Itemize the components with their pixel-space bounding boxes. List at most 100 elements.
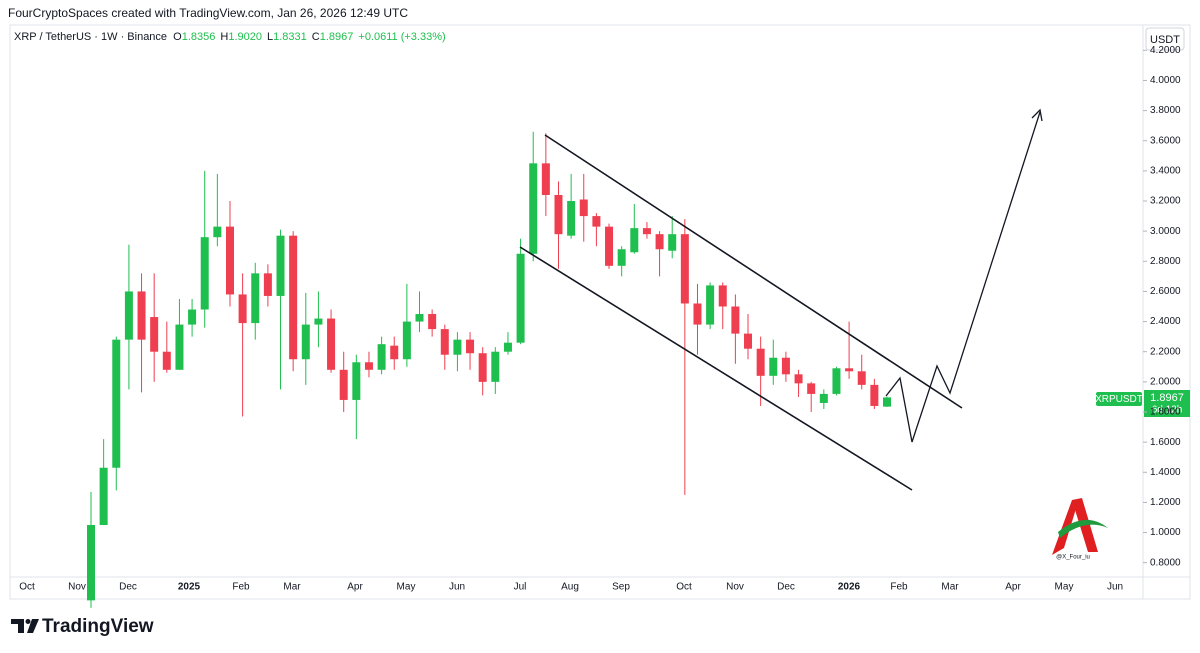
y-tick-label: 2.8000 [1150,256,1181,267]
y-tick-label: 3.8000 [1150,105,1181,116]
candle-body [213,226,222,238]
candle-body [466,339,475,354]
candle-body [807,383,816,394]
candle-body [188,309,197,325]
legend-key: H [220,31,229,43]
candle-body [756,348,765,376]
symbol-box [1096,392,1142,406]
y-tick-label: 3.2000 [1150,196,1181,207]
legend-key: O [173,31,182,43]
legend: XRP / TetherUS · 1W · Binance O1.8356 H1.… [14,31,451,43]
price-box [1144,390,1190,417]
currency-box [1145,27,1185,51]
x-tick-label: May [1055,582,1074,593]
candle-body [327,318,336,370]
candle-body [377,344,386,370]
candle-body [453,339,462,355]
candle-body [592,216,601,227]
legend-value: 1.9020 [228,31,262,43]
header: FourCryptoSpaces created with TradingVie… [8,6,408,20]
x-tick-label: Jul [514,582,527,593]
candle-body [314,318,323,325]
candle-body [655,234,664,250]
candle-body [857,371,866,385]
x-tick-label: Dec [119,582,137,593]
candle-body [731,306,740,334]
candle-body [200,237,209,310]
legend-key: C [311,31,320,43]
candle-body [415,314,424,322]
candle-body [630,228,639,253]
projection-path [885,111,1041,443]
candle-body [175,324,184,370]
x-tick-label: Apr [347,582,363,593]
x-tick-label: Dec [777,582,795,593]
y-tick-label: 2.2000 [1150,346,1181,357]
candle-body [832,368,841,394]
y-tick-label: 1.8000 [1150,407,1181,418]
y-tick-label: 3.4000 [1150,166,1181,177]
candle-body [883,397,891,407]
candle-body [794,374,803,384]
x-tick-label: Oct [19,582,35,593]
tv-logo-v [27,619,39,633]
candle-body [567,201,576,236]
candle-body [428,314,437,330]
legend-value: 1.8331 [273,31,307,43]
candle-body [605,226,614,266]
x-tick-label: Jun [449,582,465,593]
candle-body [491,351,500,382]
candles [87,131,891,608]
x-tick-label: Nov [726,582,744,593]
x-tick-label: 2026 [838,582,861,593]
x-tick-label: May [397,582,416,593]
symbol-label: XRPUSDT [1095,394,1143,405]
candle-body [301,324,310,360]
legend-value: 1.8356 [181,31,216,43]
candle-body [870,384,879,406]
x-tick-label: 2025 [178,582,201,593]
legend-value: 1.8967 [319,31,354,43]
y-tick-label: 3.0000 [1150,226,1181,237]
y-tick-label: 4.2000 [1150,45,1181,56]
y-tick-label: 3.6000 [1150,135,1181,146]
y-tick-label: 2.4000 [1150,316,1181,327]
candle-body [137,291,146,340]
y-tick-label: 4.0000 [1150,75,1181,86]
candle-body [503,342,512,352]
y-tick-label: 1.4000 [1150,467,1181,478]
x-tick-label: Aug [561,582,579,593]
candle-body [440,329,449,355]
candle-body [251,273,260,324]
candle-body [668,234,677,251]
x-tick-label: Feb [890,582,908,593]
y-tick-label: 1.0000 [1150,527,1181,538]
legend-change: +0.0611 (+3.33%) [358,31,446,43]
x-tick-label: Feb [232,582,250,593]
brand: TradingView [42,616,154,637]
candle-body [390,345,399,360]
candle-body [541,163,550,195]
candle-body [769,357,778,376]
last-price: 1.8967 [1150,392,1184,404]
y-tick-label: 2.0000 [1150,376,1181,387]
x-tick-label: Oct [676,582,692,593]
candle-body [744,333,753,349]
symbol-title: XRP / TetherUS · 1W · Binance [14,31,168,43]
y-tick-label: 0.8000 [1150,557,1181,568]
candle-body [617,249,626,266]
candle-body [706,285,715,325]
candle-body [263,273,272,296]
candle-body [112,339,121,468]
candle-body [718,285,727,307]
candle-body [339,369,348,400]
candle-body [87,525,95,601]
candle-body [845,368,854,372]
candle-body [554,194,563,235]
x-tick-label: Jun [1107,582,1123,593]
candle-body [225,226,234,295]
x-tick-label: Sep [612,582,630,593]
candle-body [238,294,247,324]
